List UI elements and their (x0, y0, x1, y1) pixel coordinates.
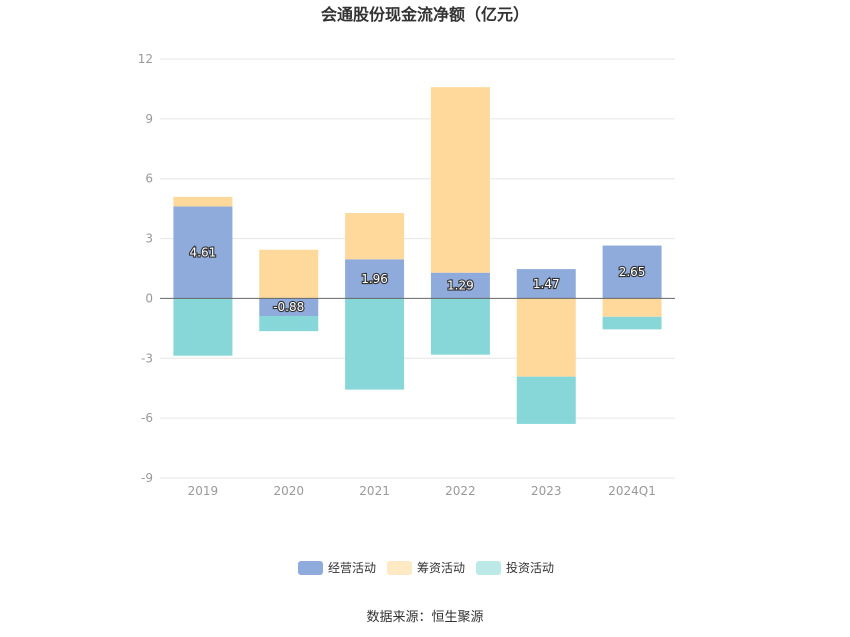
x-tick-label: 2024Q1 (608, 484, 656, 498)
data-label: 4.61 (190, 245, 217, 259)
bar-segment (430, 298, 490, 355)
bar-segment (516, 298, 576, 377)
bar-segment (516, 269, 576, 299)
bar-segment (602, 245, 662, 299)
y-axis-ticks: 12 9 6 3 0 -3 -6 -9 (138, 52, 153, 485)
bar-segment (345, 298, 405, 390)
x-tick-label: 2022 (445, 484, 476, 498)
chart-title: 会通股份现金流净额（亿元） (321, 5, 529, 24)
legend-swatch (387, 561, 412, 575)
bar-segment (259, 298, 319, 316)
bar-segment (602, 298, 662, 317)
bar-segment (259, 249, 319, 299)
bar-segment (173, 206, 233, 299)
legend-label: 经营活动 (328, 561, 376, 575)
bar-segment (345, 213, 405, 260)
legend-swatch (298, 561, 323, 575)
data-labels: 4.61 -0.88 1.96 1.29 1.47 2.65 (188, 244, 646, 315)
data-label: 2.65 (619, 265, 646, 279)
bar-segment (259, 315, 319, 332)
x-tick-label: 2021 (359, 484, 390, 498)
data-label: 1.47 (533, 277, 560, 291)
legend-label: 投资活动 (506, 560, 554, 575)
data-label: 1.29 (447, 279, 474, 293)
bar-segment (430, 87, 490, 273)
bar-segment (602, 316, 662, 330)
x-tick-label: 2023 (531, 484, 562, 498)
grid-lines (160, 58, 675, 479)
bar-segment (430, 272, 490, 299)
legend-swatch (476, 561, 501, 575)
y-tick-label: 9 (145, 112, 153, 126)
x-tick-label: 2019 (188, 484, 219, 498)
data-label: -0.88 (273, 300, 304, 314)
x-axis-ticks: 2019 2020 2021 2022 2023 2024Q1 (188, 484, 656, 498)
y-tick-label: 3 (145, 232, 153, 246)
y-tick-label: 12 (138, 52, 153, 66)
data-source: 数据来源：恒生聚源 (366, 610, 483, 625)
legend: 经营活动 筹资活动 投资活动 (298, 560, 554, 575)
data-label: 1.96 (361, 272, 388, 286)
y-tick-label: -9 (141, 471, 153, 485)
bar-segment (345, 259, 405, 299)
bar-segment (516, 376, 576, 424)
bar-segment (173, 196, 233, 207)
y-tick-label: 0 (145, 291, 153, 305)
y-tick-label: 6 (145, 172, 153, 186)
bar-segment (173, 298, 233, 356)
y-tick-label: -3 (141, 351, 153, 365)
x-tick-label: 2020 (273, 484, 304, 498)
y-tick-label: -6 (141, 411, 153, 425)
bars (173, 87, 662, 424)
legend-label: 筹资活动 (417, 561, 465, 575)
